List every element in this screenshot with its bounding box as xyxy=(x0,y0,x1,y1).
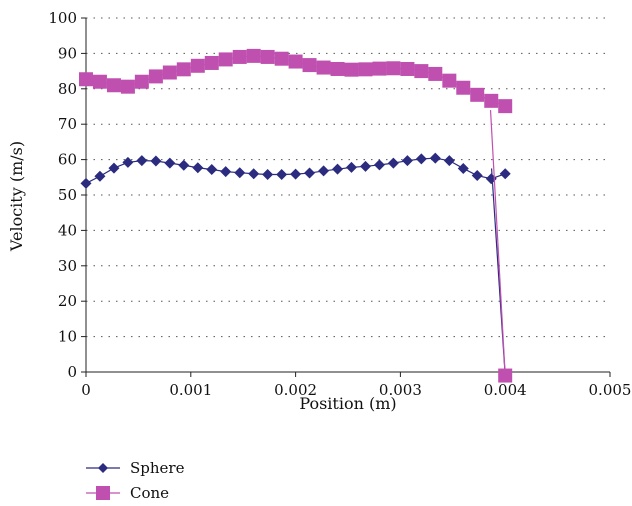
data-point-sphere xyxy=(373,159,385,171)
y-tick-label: 50 xyxy=(58,186,77,204)
y-axis-title: Velocity (m/s) xyxy=(7,141,26,252)
data-point-sphere xyxy=(360,160,372,172)
data-point-sphere xyxy=(457,162,469,174)
data-point-cone xyxy=(134,74,149,89)
y-ticks: 0 10 20 30 40 50 60 70 80 90 100 xyxy=(48,9,86,381)
data-point-cone xyxy=(400,61,415,76)
data-point-cone xyxy=(162,65,177,80)
x-tick-label: 0.005 xyxy=(589,381,632,399)
data-point-sphere xyxy=(80,177,92,189)
data-point-cone xyxy=(79,72,93,87)
data-point-cone xyxy=(484,93,499,108)
data-point-sphere xyxy=(471,170,483,182)
data-point-cone xyxy=(120,79,135,94)
data-point-cone xyxy=(260,49,275,64)
legend-label-sphere: Sphere xyxy=(130,459,185,477)
data-point-cone xyxy=(274,51,289,66)
x-ticks: 0 0.001 0.002 0.003 0.004 0.005 xyxy=(81,372,631,399)
data-point-cone xyxy=(428,66,443,81)
data-point-sphere xyxy=(234,167,246,179)
data-point-cone xyxy=(456,80,471,95)
y-tick-label: 90 xyxy=(58,44,77,62)
series-layer xyxy=(79,48,513,383)
data-point-cone xyxy=(470,87,485,102)
data-point-sphere xyxy=(415,153,427,165)
data-point-sphere xyxy=(108,162,120,174)
data-point-cone xyxy=(190,58,205,73)
legend: Sphere Cone xyxy=(86,459,185,502)
data-point-cone xyxy=(372,61,387,76)
data-point-sphere xyxy=(387,157,399,169)
y-tick-label: 70 xyxy=(58,115,77,133)
y-tick-label: 100 xyxy=(48,9,77,27)
series-cone xyxy=(79,48,513,383)
legend-marker-sphere xyxy=(98,463,108,473)
y-tick-label: 20 xyxy=(58,292,77,310)
data-point-sphere xyxy=(94,170,106,182)
series-drop-line-cone xyxy=(489,110,506,376)
data-point-cone xyxy=(246,48,261,63)
data-point-sphere xyxy=(429,152,441,164)
series-sphere xyxy=(80,152,511,382)
data-point-cone xyxy=(414,64,429,79)
data-point-cone xyxy=(330,61,345,76)
data-point-cone xyxy=(106,78,121,93)
y-tick-label: 10 xyxy=(58,328,77,346)
data-point-sphere xyxy=(178,159,190,171)
data-point-sphere xyxy=(136,155,148,167)
data-point-cone xyxy=(498,368,513,383)
data-point-sphere xyxy=(192,162,204,174)
data-point-sphere xyxy=(206,164,218,176)
data-point-cone xyxy=(288,54,303,69)
data-point-sphere xyxy=(262,168,274,180)
data-point-sphere xyxy=(443,155,455,167)
data-point-sphere xyxy=(401,155,413,167)
legend-item-sphere: Sphere xyxy=(86,459,185,477)
data-point-cone xyxy=(316,60,331,75)
x-tick-label: 0.001 xyxy=(169,381,212,399)
legend-item-cone: Cone xyxy=(86,484,169,502)
data-point-cone xyxy=(498,99,513,114)
data-point-cone xyxy=(92,74,107,89)
data-point-cone xyxy=(386,61,401,76)
data-point-sphere xyxy=(345,161,357,173)
data-point-sphere xyxy=(220,166,232,178)
x-tick-label: 0 xyxy=(81,381,91,399)
y-tick-label: 60 xyxy=(58,151,77,169)
data-point-sphere xyxy=(122,156,134,168)
data-point-cone xyxy=(176,62,191,77)
data-point-cone xyxy=(442,73,457,88)
y-tick-label: 30 xyxy=(58,257,77,275)
y-tick-label: 0 xyxy=(67,363,77,381)
data-point-sphere xyxy=(150,155,162,167)
data-point-sphere xyxy=(332,163,344,175)
data-point-sphere xyxy=(276,168,288,180)
x-tick-label: 0.002 xyxy=(274,381,317,399)
data-point-sphere xyxy=(164,157,176,169)
y-tick-label: 40 xyxy=(58,221,77,239)
data-point-sphere xyxy=(248,168,260,180)
y-tick-label: 80 xyxy=(58,80,77,98)
data-point-cone xyxy=(232,49,247,64)
data-point-cone xyxy=(358,62,373,77)
data-point-cone xyxy=(344,62,359,77)
data-point-sphere xyxy=(304,167,316,179)
data-point-sphere xyxy=(318,165,330,177)
data-point-cone xyxy=(148,69,163,84)
data-point-sphere xyxy=(499,168,511,180)
x-tick-label: 0.004 xyxy=(484,381,527,399)
data-point-cone xyxy=(218,52,233,67)
data-point-cone xyxy=(302,58,317,73)
x-tick-label: 0.003 xyxy=(379,381,422,399)
legend-label-cone: Cone xyxy=(130,484,169,502)
legend-marker-cone xyxy=(96,486,110,500)
data-point-sphere xyxy=(290,168,302,180)
x-axis-title: Position (m) xyxy=(299,394,396,413)
data-point-cone xyxy=(204,55,219,70)
